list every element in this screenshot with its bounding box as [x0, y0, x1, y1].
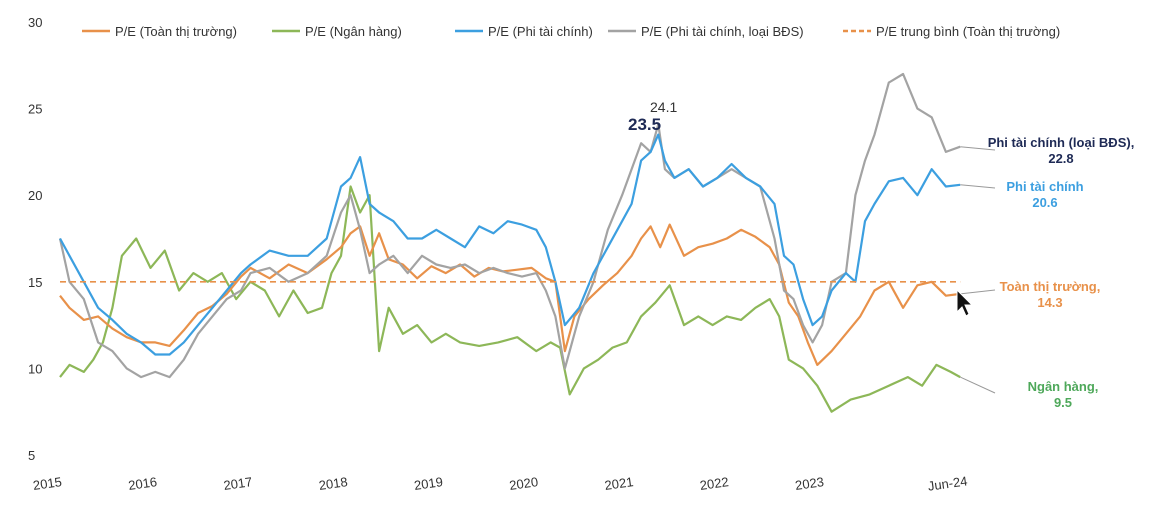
end-label-value: 20.6	[1032, 195, 1057, 210]
x-tick-label: 2020	[508, 474, 539, 493]
peak-label-blue: 23.5	[628, 115, 661, 134]
end-label-value: 22.8	[1048, 151, 1073, 166]
leader-line	[960, 146, 996, 151]
x-tick-label: 2023	[794, 474, 825, 493]
y-tick-label: 20	[28, 188, 42, 203]
legend: P/E (Toàn thị trường) P/E (Ngân hàng) P/E …	[82, 24, 1060, 39]
end-label-name: Ngân hàng,	[1028, 379, 1099, 394]
series-line-p-e-toan-thi-truong	[59, 223, 961, 366]
legend-label: P/E (Toàn thị trường)	[115, 24, 237, 39]
leader-line	[960, 184, 996, 189]
end-label-name: Toàn thị trường,	[1000, 279, 1101, 294]
series-group	[58, 72, 961, 413]
annotations: 24.123.5	[628, 99, 677, 134]
end-labels: Phi tài chính (loại BĐS),22.8 Phi tài chí…	[960, 135, 1134, 410]
series-line-p-e-ngan-hang	[59, 185, 961, 413]
series-line-p-e-phi-tai-chinh-loai-bds	[58, 72, 961, 379]
y-tick-label: 30	[28, 15, 42, 30]
y-tick-label: 10	[28, 361, 42, 376]
x-tick-label: 2016	[127, 474, 158, 493]
x-axis: 2015 2016 2017 2018 2019 2020 2021 2022 2023 Jun-…	[32, 473, 968, 493]
series-line-p-e-phi-tai-chinh	[59, 133, 961, 356]
legend-label: P/E (Phi tài chính, loại BĐS)	[641, 24, 804, 39]
end-label-value: 9.5	[1054, 395, 1072, 410]
x-tick-label: 2021	[604, 474, 635, 493]
x-tick-label: 2022	[699, 474, 730, 493]
x-tick-label: 2018	[318, 474, 349, 493]
end-label-name: Phi tài chính (loại BĐS),	[988, 135, 1135, 150]
x-tick-label: 2017	[223, 474, 254, 493]
legend-label: P/E (Ngân hàng)	[305, 24, 402, 39]
y-tick-label: 25	[28, 102, 42, 117]
x-tick-label: 2015	[32, 474, 63, 493]
y-axis: 5 10 15 20 25 30	[28, 15, 42, 463]
mouse-cursor-icon	[956, 288, 974, 317]
x-tick-label: Jun-24	[927, 473, 968, 493]
y-tick-label: 15	[28, 275, 42, 290]
peak-label-gray: 24.1	[650, 99, 677, 115]
leader-line	[960, 289, 996, 295]
y-tick-label: 5	[28, 448, 35, 463]
leader-line	[960, 376, 996, 394]
x-tick-label: 2019	[413, 474, 444, 493]
legend-label: P/E trung bình (Toàn thị trường)	[876, 24, 1060, 39]
legend-label: P/E (Phi tài chính)	[488, 24, 593, 39]
end-label-name: Phi tài chính	[1006, 179, 1083, 194]
end-label-value: 14.3	[1037, 295, 1062, 310]
